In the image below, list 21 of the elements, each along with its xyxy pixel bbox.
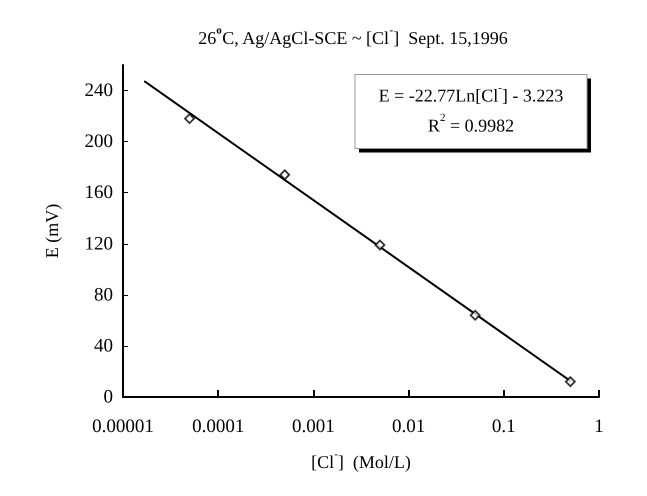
y-tick-label: 240 (84, 80, 113, 102)
x-tick-label: 0.1 (492, 416, 516, 437)
y-tick-label: 200 (84, 131, 113, 152)
y-tick-label: 80 (94, 284, 113, 306)
point (279, 169, 290, 180)
y-tick-label: 120 (84, 233, 113, 254)
x-tick-label: 0.01 (392, 416, 426, 437)
annotation: E = -22.77Ln[Cl-] - 3.223 (378, 82, 564, 106)
x-tick-label: 0.00001 (92, 416, 154, 437)
point (374, 240, 386, 250)
point (564, 376, 576, 388)
point (184, 113, 195, 124)
y-axis-title: E (mV) (42, 204, 62, 258)
x-tick-label: 0.001 (292, 416, 335, 437)
x-tick-label: 0.0001 (192, 416, 244, 437)
y-tick-label: 0 (104, 386, 113, 408)
x-tick-label: 1 (594, 416, 604, 437)
x-axis-title: [Cl-] (Mol/L) (311, 448, 411, 472)
y-tick-label: 40 (94, 335, 113, 356)
y-tick-label: 160 (84, 182, 113, 204)
point (470, 310, 481, 321)
